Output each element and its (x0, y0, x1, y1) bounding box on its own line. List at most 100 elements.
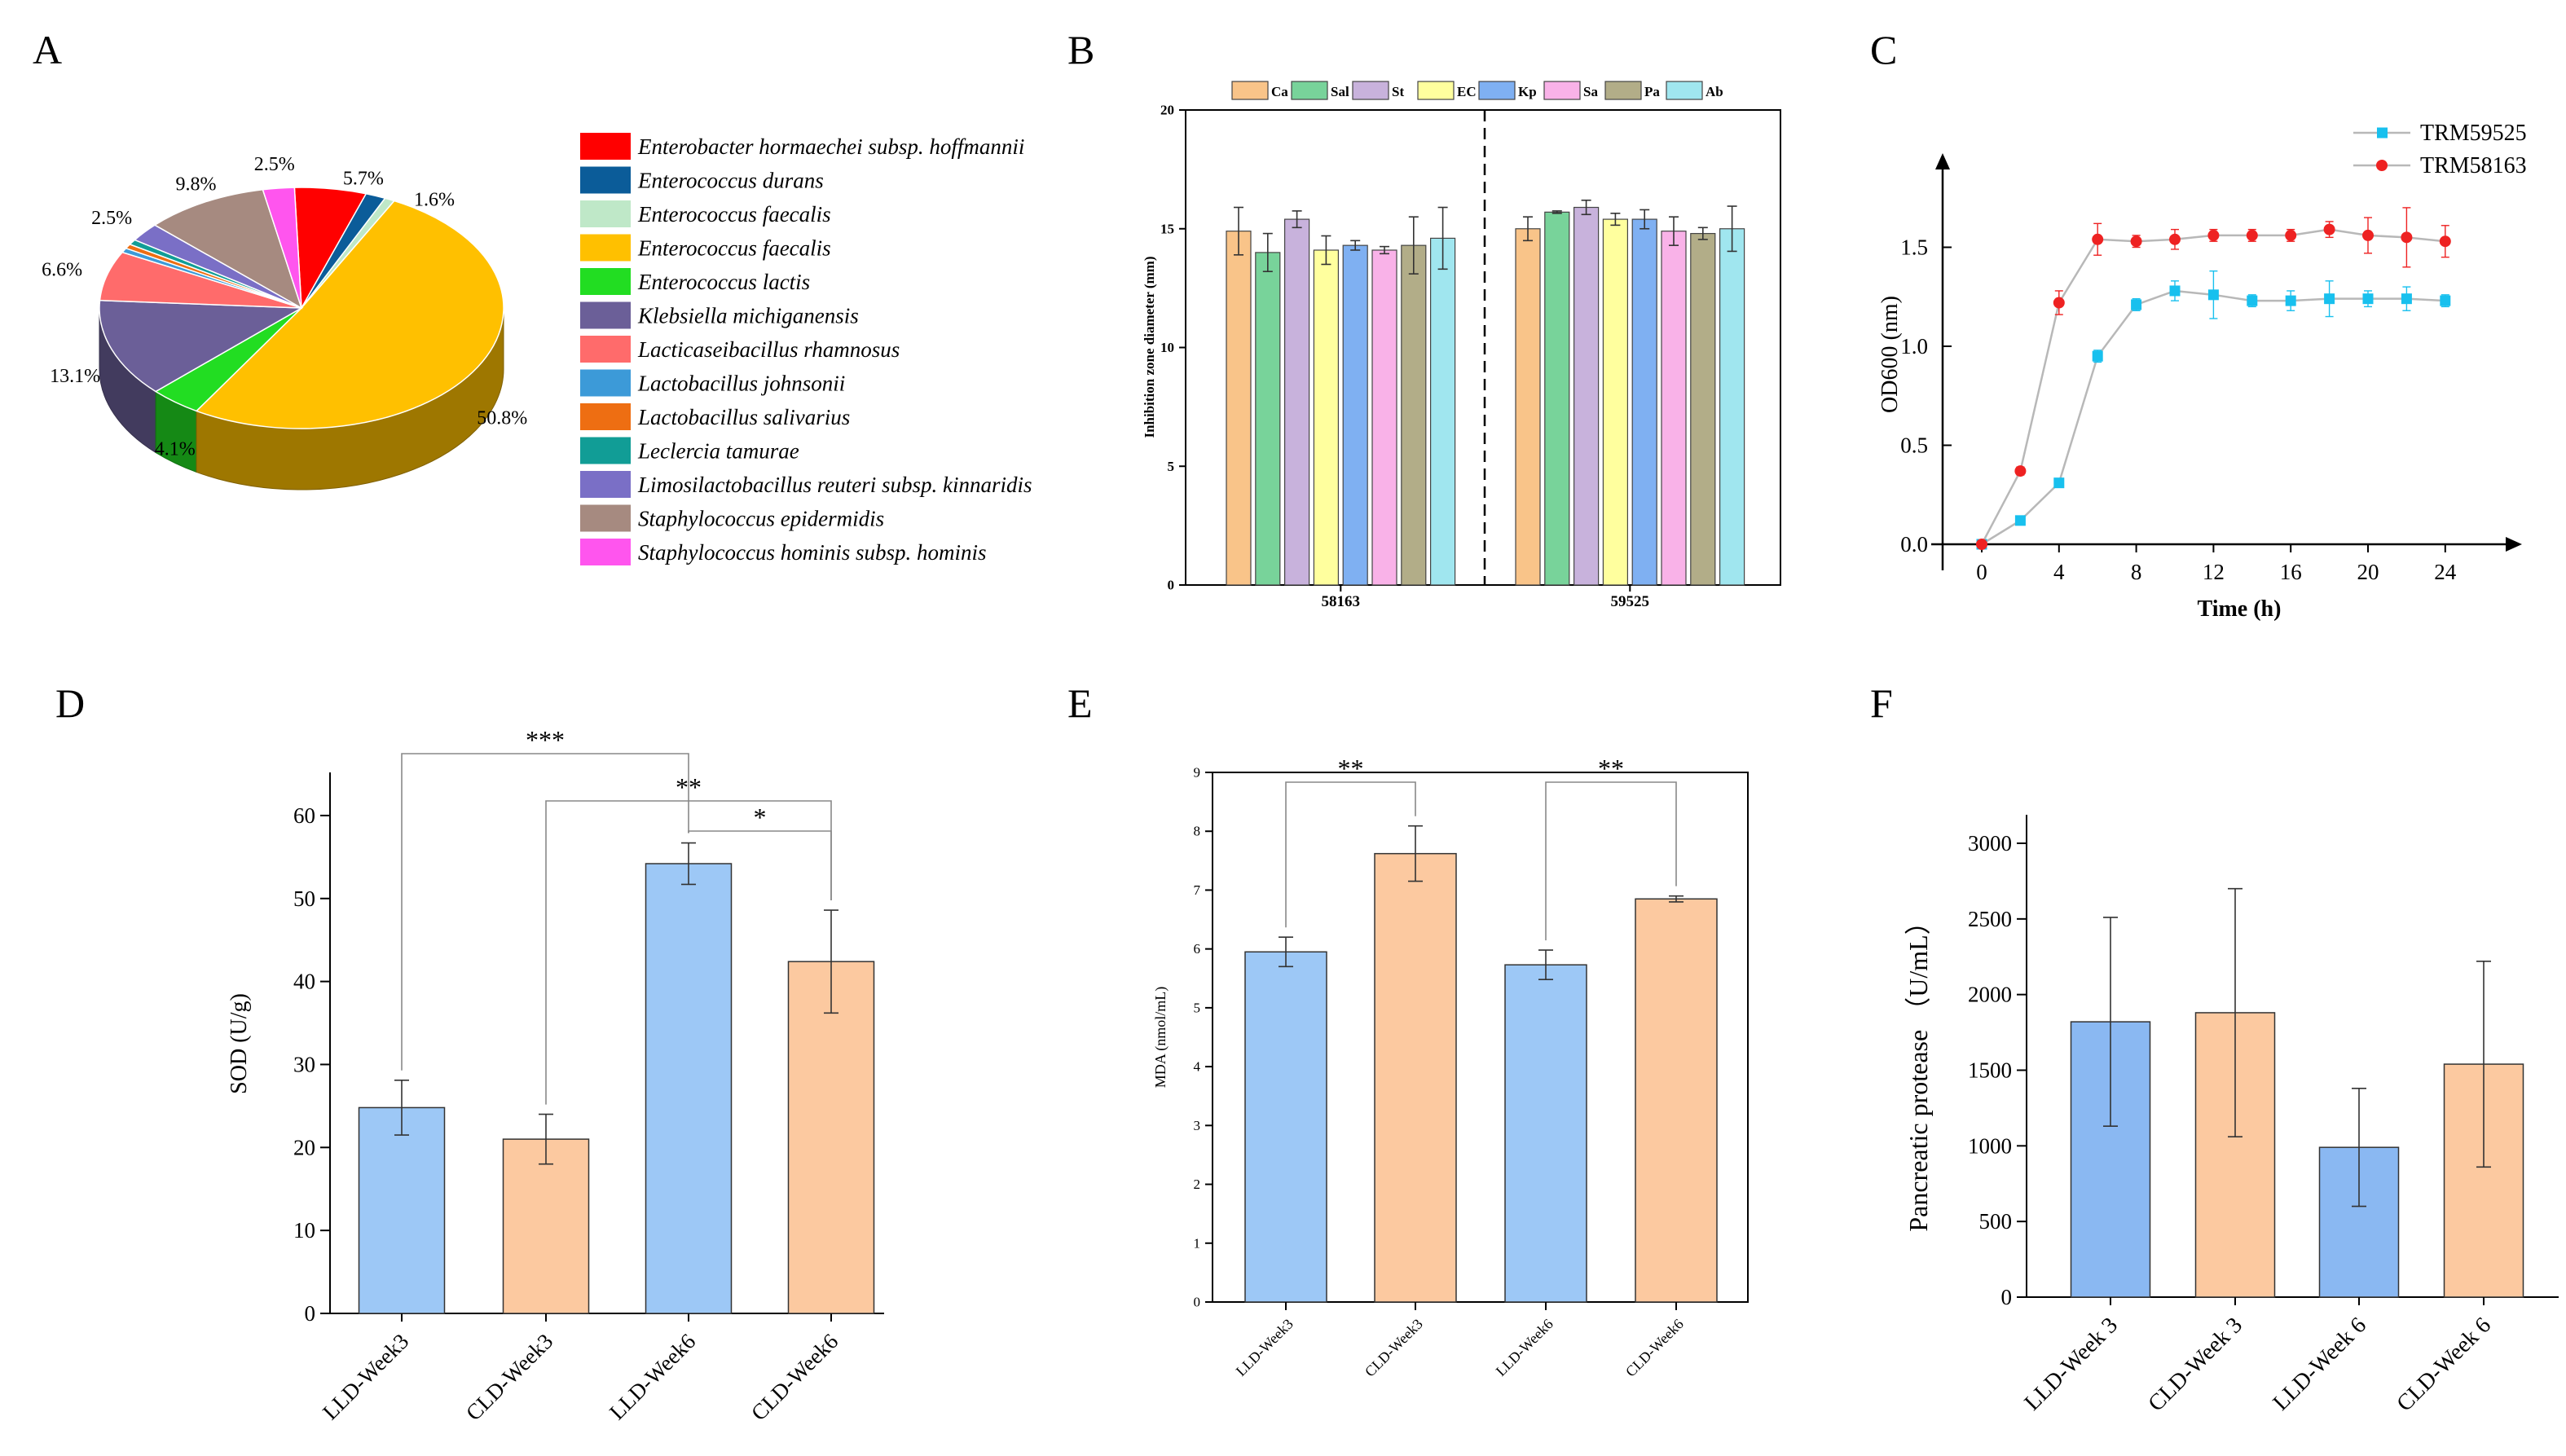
y-tick-label: 1000 (1968, 1133, 2012, 1158)
legend-swatch (580, 336, 631, 363)
panel-label-d: D (55, 680, 85, 726)
data-point (2285, 229, 2297, 241)
y-tick-label: 10 (1160, 340, 1174, 355)
x-category-label: LLD-Week 6 (2269, 1313, 2371, 1415)
x-tick-label: 8 (2131, 560, 2142, 584)
y-tick-label: 3 (1194, 1118, 1201, 1133)
bar (1602, 218, 1629, 586)
y-tick-label: 0 (305, 1301, 316, 1326)
legend-entry-label: Pa (1644, 84, 1660, 99)
significance-label: * (754, 803, 767, 832)
line-chart-c: 0.0 0.5 1.0 1.5 0 4 8 12 16 20 24 Time (h) OD600 (nm… (1877, 153, 2522, 622)
legend-swatch (580, 403, 631, 430)
y-tick-label: 15 (1160, 221, 1174, 236)
bar-chart-e: 0 1 2 3 4 5 6 7 8 9 MDA (nmol/mL) LLD-Week3 CLD-Week… (1152, 754, 1749, 1380)
legend-entry-label: Enterococcus faecalis (637, 202, 831, 227)
significance-label: ** (1338, 754, 1364, 783)
pie-percent-label: 9.8% (176, 174, 217, 195)
y-tick-label: 4 (1194, 1059, 1201, 1075)
data-point (2362, 229, 2374, 241)
data-point (2014, 515, 2026, 526)
x-category-label: CLD-Week 6 (2392, 1313, 2496, 1417)
bar (1226, 231, 1252, 586)
data-point (2092, 350, 2103, 362)
bar (1631, 218, 1657, 586)
data-point (2207, 289, 2219, 301)
data-point (2053, 477, 2065, 489)
pie-percent-label: 5.7% (343, 169, 384, 190)
legend-swatch (580, 437, 631, 464)
pie-percent-label: 50.8% (477, 407, 527, 429)
x-category-label: LLD-Week 3 (2020, 1313, 2123, 1415)
bar (1429, 237, 1456, 586)
bar (1544, 211, 1570, 586)
bar (645, 863, 733, 1314)
bar (1661, 231, 1687, 586)
data-point (1976, 539, 1987, 550)
data-point (2246, 229, 2258, 241)
x-tick-label: 4 (2053, 560, 2065, 584)
data-point (2401, 293, 2412, 305)
y-tick-label: 0 (2001, 1285, 2013, 1309)
legend-swatch (1352, 81, 1389, 100)
pie-slice (262, 187, 302, 309)
y-axis-title: OD600 (nm) (1877, 296, 1903, 413)
legend-entry-label: Lactobacillus salivarius (637, 405, 850, 429)
bar (1255, 252, 1281, 586)
legend-entry-label: Enterococcus faecalis (637, 236, 831, 261)
y-tick-label: 0 (1194, 1295, 1201, 1310)
y-axis-title: Inhibition zone diameter (mm) (1142, 256, 1157, 438)
pie-percent-label: 13.1% (50, 366, 100, 387)
legend-entry-label: Sa (1583, 84, 1598, 99)
x-tick-label: 16 (2280, 560, 2302, 584)
y-tick-label: 9 (1194, 765, 1201, 781)
panel-label-e: E (1067, 680, 1093, 726)
bar (1635, 898, 1718, 1303)
significance-label: ** (676, 772, 702, 802)
data-point (2285, 295, 2296, 306)
y-tick-label: 1.5 (1900, 235, 1928, 260)
x-tick-label: 20 (2357, 560, 2379, 584)
y-tick-label: 60 (293, 803, 315, 828)
x-axis-arrow (2506, 537, 2522, 552)
bar (1374, 852, 1457, 1303)
legend-entry-label: Enterococcus lactis (637, 270, 810, 294)
significance-bracket (688, 830, 832, 901)
pie-slice (99, 299, 304, 393)
pie-percent-label: 4.1% (155, 438, 196, 460)
bar (1283, 218, 1310, 586)
pie-legend: Enterobacter hormaechei subsp. hoffmanni… (580, 133, 1032, 565)
y-tick-label: 20 (1160, 103, 1174, 118)
x-tick-label: 12 (2203, 560, 2225, 584)
plot-frame (1212, 772, 1749, 1303)
data-point (2092, 233, 2104, 245)
x-category-label: 59525 (1611, 593, 1650, 610)
data-point (2401, 231, 2413, 244)
legend-entry-label: Limosilactobacillus reuteri subsp. kinna… (637, 473, 1032, 497)
x-category-label: LLD-Week6 (605, 1329, 700, 1424)
legend-entry-label: Lactobacillus johnsonii (637, 372, 845, 396)
y-axis-title: MDA (nmol/mL) (1152, 987, 1169, 1089)
y-tick-label: 10 (293, 1218, 315, 1243)
y-tick-label: 2 (1194, 1177, 1201, 1192)
y-tick-label: 50 (293, 886, 315, 911)
y-tick-label: 2000 (1968, 983, 2012, 1007)
pie-percent-label: 6.6% (42, 259, 82, 280)
pie-slice (195, 200, 504, 429)
bar (1313, 249, 1340, 586)
x-tick-label: 24 (2434, 560, 2457, 584)
y-tick-label: 7 (1194, 882, 1201, 898)
bar (1504, 964, 1587, 1303)
bar (1515, 228, 1541, 586)
x-category-label: LLD-Week3 (318, 1329, 413, 1424)
x-category-label: CLD-Week6 (746, 1329, 843, 1425)
legend-swatch (580, 471, 631, 498)
legend-entry-label: Staphylococcus hominis subsp. hominis (638, 540, 986, 565)
legend-entry-label: EC (1457, 84, 1477, 99)
legend-swatch (580, 504, 631, 532)
legend-marker (2376, 160, 2388, 171)
significance-bracket (1285, 781, 1416, 928)
bar (1719, 228, 1745, 586)
panel-label-f: F (1870, 680, 1893, 726)
legend-entry-label: TRM58163 (2420, 153, 2527, 178)
